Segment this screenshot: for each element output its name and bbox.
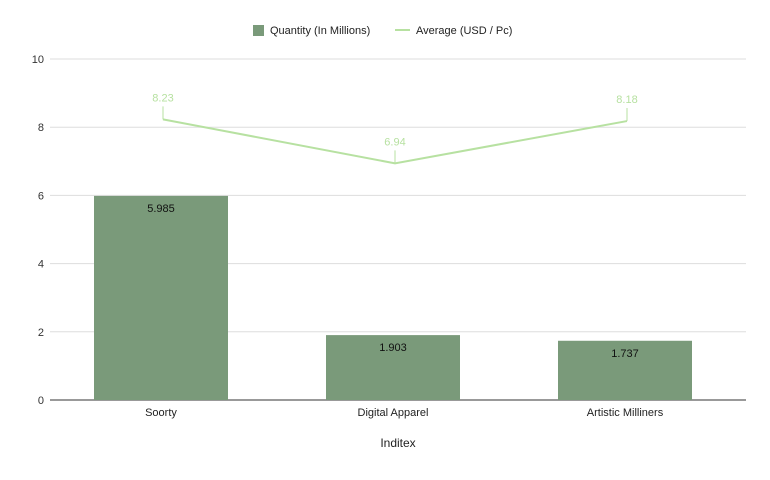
x-axis-ticks: Soorty Digital Apparel Artistic Milliners <box>145 407 664 419</box>
y-tick-label: 8 <box>38 122 44 134</box>
legend: Quantity (In Millions) Average (USD / Pc) <box>253 25 512 37</box>
x-tick-label: Digital Apparel <box>358 407 429 419</box>
legend-swatch-bar <box>253 25 264 36</box>
line-data-label: 8.18 <box>616 94 637 106</box>
bar <box>94 195 228 400</box>
line-data-label: 6.94 <box>384 136 405 148</box>
legend-label: Quantity (In Millions) <box>270 25 370 37</box>
bar-data-labels: 5.985 1.903 1.737 <box>147 203 639 360</box>
bar <box>326 335 460 400</box>
x-tick-label: Soorty <box>145 407 177 419</box>
bar-data-label: 5.985 <box>147 203 175 215</box>
legend-label: Average (USD / Pc) <box>416 25 512 37</box>
bar-data-label: 1.737 <box>611 348 639 360</box>
x-axis-title: Inditex <box>380 436 415 450</box>
y-tick-label: 2 <box>38 327 44 339</box>
line-series: 8.23 6.94 8.18 <box>152 92 638 165</box>
y-tick-label: 6 <box>38 190 44 202</box>
bar-data-label: 1.903 <box>379 342 407 354</box>
y-tick-label: 4 <box>38 259 44 271</box>
y-tick-label: 0 <box>38 395 44 407</box>
y-axis-ticks: 0 2 4 6 8 10 <box>32 54 44 407</box>
x-tick-label: Artistic Milliners <box>587 407 664 419</box>
line-data-label: 8.23 <box>152 92 173 104</box>
bar <box>558 340 692 400</box>
bar-series <box>94 195 692 400</box>
y-tick-label: 10 <box>32 54 44 66</box>
